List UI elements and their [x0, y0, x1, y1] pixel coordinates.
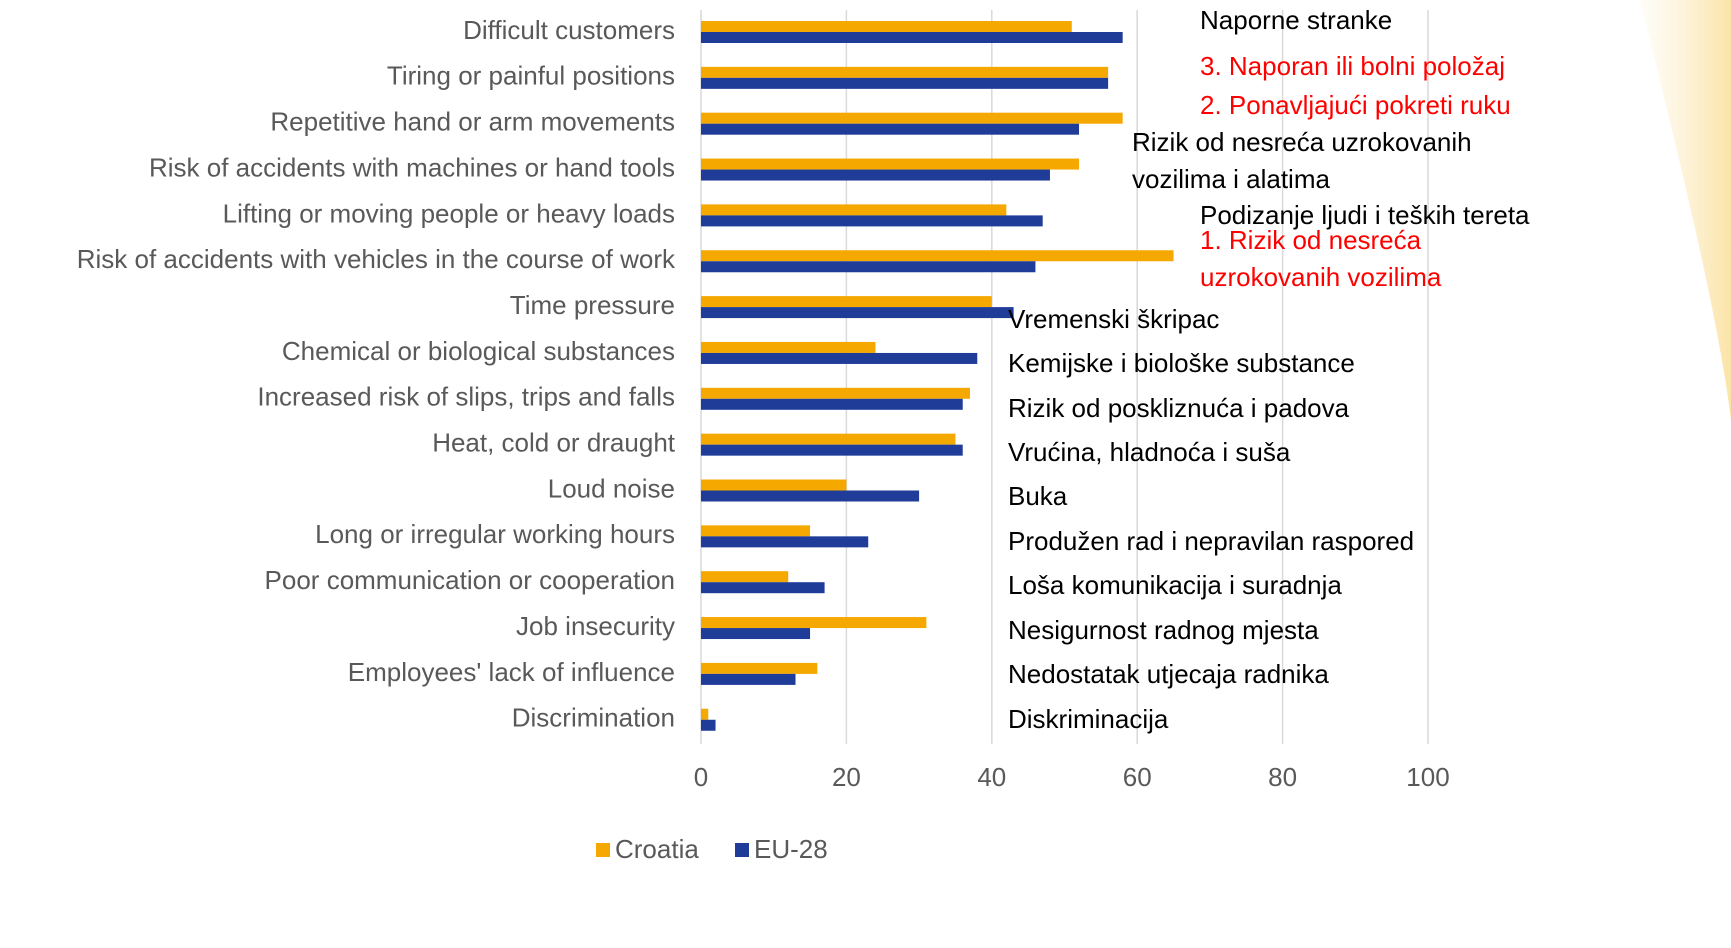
y-tick-label: Discrimination: [512, 703, 675, 733]
annotation: Kemijske i biološke substance: [1008, 348, 1355, 378]
bar: [701, 662, 818, 674]
y-tick-label: Tiring or painful positions: [387, 61, 675, 91]
annotation: Nesigurnost radnog mjesta: [1008, 615, 1319, 645]
x-tick-label: 40: [977, 762, 1006, 792]
y-tick-label: Job insecurity: [516, 611, 675, 641]
annotation: Podizanje ljudi i teških tereta: [1200, 200, 1530, 230]
annotation: 3. Naporan ili bolni položaj: [1200, 51, 1505, 81]
legend-label: EU-28: [754, 834, 828, 864]
bar: [701, 341, 876, 353]
y-tick-label: Lifting or moving people or heavy loads: [223, 198, 675, 228]
x-tick-label: 80: [1268, 762, 1297, 792]
bar: [701, 261, 1036, 273]
y-tick-label: Chemical or biological substances: [282, 336, 675, 366]
annotation: uzrokovanih vozilima: [1200, 262, 1442, 292]
bar: [701, 479, 847, 491]
annotation: 2. Ponavljajući pokreti ruku: [1200, 90, 1511, 120]
y-tick-label: Employees' lack of influence: [348, 657, 675, 687]
bar: [701, 398, 963, 410]
y-tick-label: Time pressure: [510, 290, 675, 320]
bar: [701, 582, 825, 594]
y-tick-label: Poor communication or cooperation: [265, 565, 675, 595]
annotation: Loša komunikacija i suradnja: [1008, 570, 1342, 600]
bar: [701, 66, 1109, 78]
annotation: Buka: [1008, 481, 1068, 511]
legend-label: Croatia: [615, 834, 699, 864]
y-tick-label: Difficult customers: [463, 15, 675, 45]
y-tick-label: Risk of accidents with vehicles in the c…: [77, 244, 676, 274]
x-tick-label: 0: [694, 762, 708, 792]
x-tick-label: 60: [1123, 762, 1152, 792]
annotation: Vremenski škripac: [1008, 304, 1219, 334]
bar: [701, 708, 709, 720]
y-tick-label: Increased risk of slips, trips and falls: [257, 382, 675, 412]
y-tick-label: Heat, cold or draught: [432, 428, 676, 458]
bar: [701, 444, 963, 456]
bar: [701, 32, 1123, 43]
bar: [701, 169, 1050, 181]
bar: [701, 673, 796, 685]
annotation: Diskriminacija: [1008, 704, 1169, 734]
bar: [701, 123, 1080, 135]
bar: [701, 719, 716, 731]
bar: [701, 112, 1123, 124]
annotation: Vrućina, hladnoća i suša: [1008, 437, 1291, 467]
bar: [701, 387, 970, 399]
bar: [701, 433, 956, 445]
annotation: Naporne stranke: [1200, 5, 1392, 35]
annotation: Rizik od poskliznuća i padova: [1008, 393, 1350, 423]
bar: [701, 296, 992, 308]
bar: [701, 204, 1007, 216]
bar: [701, 158, 1080, 170]
legend-swatch: [596, 843, 610, 857]
bar: [701, 250, 1174, 262]
bar: [701, 77, 1109, 89]
bar: [701, 571, 789, 583]
bar: [701, 215, 1043, 227]
bar: [701, 490, 920, 502]
bar: [701, 525, 811, 537]
y-tick-label: Repetitive hand or arm movements: [270, 107, 675, 137]
annotation: Rizik od nesreća uzrokovanih: [1132, 127, 1472, 157]
bar: [701, 628, 811, 640]
annotation: 1. Rizik od nesreća: [1200, 225, 1422, 255]
background-swoosh: [1640, 0, 1731, 420]
annotation: Produžen rad i nepravilan raspored: [1008, 526, 1414, 556]
y-tick-label: Long or irregular working hours: [315, 519, 675, 549]
bar: [701, 352, 978, 364]
y-tick-label: Risk of accidents with machines or hand …: [149, 152, 675, 182]
bar: [701, 307, 1014, 319]
bar: [701, 21, 1072, 32]
x-tick-label: 100: [1406, 762, 1449, 792]
legend-swatch: [735, 843, 749, 857]
x-tick-label: 20: [832, 762, 861, 792]
bar: [701, 617, 927, 629]
annotation: vozilima i alatima: [1132, 164, 1330, 194]
bar: [701, 536, 869, 548]
annotation: Nedostatak utjecaja radnika: [1008, 659, 1329, 689]
y-tick-label: Loud noise: [548, 473, 675, 503]
